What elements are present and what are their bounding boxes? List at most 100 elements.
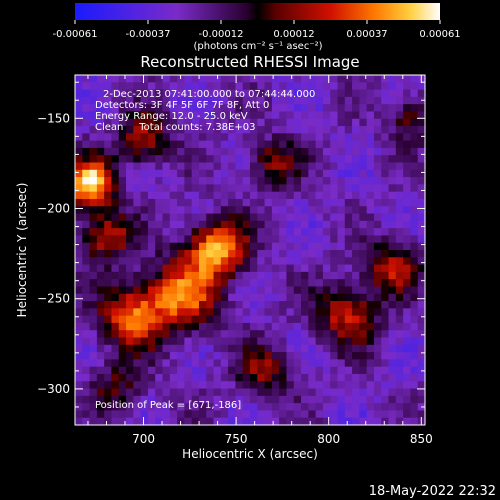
heatmap-cell	[242, 359, 251, 368]
heatmap-cell	[366, 235, 375, 244]
heatmap-cell	[75, 162, 83, 171]
heatmap-cell	[191, 344, 200, 353]
heatmap-cell	[395, 242, 404, 251]
heatmap-cell	[366, 271, 375, 280]
heatmap-cell	[126, 373, 134, 382]
heatmap-cell	[344, 286, 353, 295]
heatmap-cell	[417, 373, 425, 382]
heatmap-cell	[366, 162, 375, 171]
heatmap-cell	[177, 330, 185, 339]
heatmap-cell	[330, 75, 339, 83]
heatmap-cell	[381, 344, 390, 353]
heatmap-cell	[140, 373, 149, 382]
heatmap-cell	[373, 279, 382, 288]
heatmap-cell	[169, 169, 178, 178]
heatmap-cell	[228, 96, 237, 105]
heatmap-cell	[75, 126, 83, 134]
heatmap-cell	[213, 140, 222, 149]
heatmap-cell	[220, 111, 229, 120]
heatmap-cell	[155, 118, 164, 127]
heatmap-cell	[279, 381, 288, 390]
heatmap-cell	[359, 315, 368, 324]
heatmap-cell	[220, 293, 229, 302]
heatmap-cell	[308, 250, 317, 258]
heatmap-cell	[191, 257, 200, 266]
heatmap-cell	[96, 322, 105, 331]
heatmap-cell	[75, 177, 83, 185]
heatmap-cell	[344, 373, 353, 382]
heatmap-cell	[242, 147, 251, 156]
heatmap-cell	[352, 118, 360, 127]
heatmap-cell	[155, 104, 164, 113]
heatmap-cell	[410, 162, 419, 171]
heatmap-cell	[162, 308, 171, 317]
heatmap-cell	[89, 89, 98, 98]
heatmap-cell	[308, 191, 317, 200]
heatmap-cell	[322, 293, 331, 302]
heatmap-cell	[322, 126, 331, 134]
heatmap-cell	[242, 184, 251, 193]
heatmap-cell	[417, 264, 425, 273]
heatmap-cell	[82, 344, 91, 353]
heatmap-cell	[177, 257, 185, 266]
heatmap-cell	[344, 213, 353, 222]
heatmap-cell	[308, 162, 317, 171]
heatmap-cell	[191, 155, 200, 164]
heatmap-cell	[177, 279, 185, 288]
heatmap-cell	[228, 366, 237, 375]
heatmap-cell	[177, 366, 185, 375]
heatmap-cell	[184, 169, 193, 178]
heatmap-cell	[198, 242, 207, 251]
heatmap-cell	[286, 293, 295, 302]
heatmap-cell	[147, 169, 156, 178]
heatmap-cell	[293, 82, 302, 91]
heatmap-cell	[191, 301, 200, 309]
heatmap-cell	[177, 403, 185, 412]
heatmap-cell	[344, 242, 353, 251]
heatmap-cell	[169, 162, 178, 171]
heatmap-cell	[162, 140, 171, 149]
heatmap-cell	[315, 140, 324, 149]
heatmap-cell	[352, 147, 360, 156]
heatmap-cell	[169, 104, 178, 113]
heatmap-cell	[366, 308, 375, 317]
heatmap-cell	[271, 82, 280, 91]
heatmap-cell	[206, 228, 215, 237]
heatmap-cell	[271, 315, 280, 324]
heatmap-cell	[140, 198, 149, 207]
heatmap-cell	[286, 82, 295, 91]
heatmap-cell	[104, 96, 113, 105]
heatmap-cell	[147, 286, 156, 295]
heatmap-cell	[198, 344, 207, 353]
heatmap-cell	[366, 198, 375, 207]
heatmap-cell	[133, 381, 142, 390]
heatmap-cell	[96, 235, 105, 244]
heatmap-cell	[337, 403, 346, 412]
heatmap-cell	[264, 96, 273, 105]
heatmap-cell	[213, 359, 222, 368]
heatmap-cell	[96, 96, 105, 105]
heatmap-cell	[293, 250, 302, 258]
heatmap-cell	[82, 322, 91, 331]
heatmap-cell	[162, 111, 171, 120]
heatmap-cell	[213, 337, 222, 346]
heatmap-cell	[279, 213, 288, 222]
heatmap-cell	[228, 381, 237, 390]
heatmap-cell	[279, 126, 288, 134]
heatmap-cell	[279, 373, 288, 382]
heatmap-cell	[96, 271, 105, 280]
heatmap-cell	[206, 220, 215, 229]
heatmap-cell	[184, 417, 193, 425]
heatmap-cell	[147, 213, 156, 222]
heatmap-cell	[308, 417, 317, 425]
heatmap-cell	[410, 330, 419, 339]
heatmap-cell	[286, 301, 295, 309]
heatmap-cell	[395, 264, 404, 273]
heatmap-cell	[140, 403, 149, 412]
heatmap-cell	[344, 337, 353, 346]
heatmap-cell	[250, 104, 258, 113]
heatmap-cell	[330, 184, 339, 193]
heatmap-cell	[220, 271, 229, 280]
heatmap-cell	[198, 301, 207, 309]
heatmap-cell	[271, 301, 280, 309]
